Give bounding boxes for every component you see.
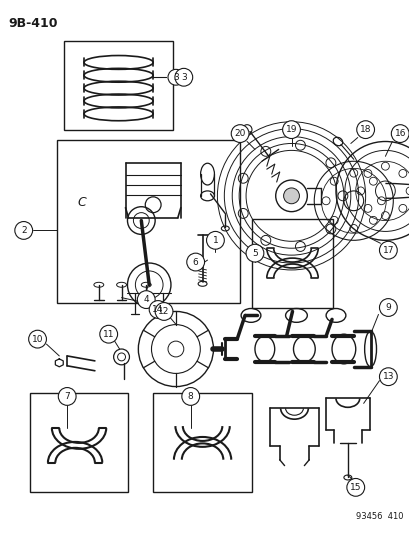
Circle shape: [390, 125, 408, 142]
Circle shape: [282, 121, 300, 139]
Circle shape: [174, 68, 192, 86]
Text: 3: 3: [180, 73, 186, 82]
Text: 14: 14: [152, 305, 164, 314]
Circle shape: [15, 222, 33, 239]
Circle shape: [379, 368, 396, 385]
Text: 2: 2: [21, 226, 26, 235]
Circle shape: [379, 241, 396, 259]
Text: 9: 9: [385, 303, 390, 312]
Text: 11: 11: [103, 330, 114, 338]
Circle shape: [283, 188, 299, 204]
Text: 93456  410: 93456 410: [355, 512, 402, 521]
Circle shape: [58, 387, 76, 405]
Text: 12: 12: [158, 307, 169, 316]
Text: 17: 17: [382, 246, 393, 255]
Circle shape: [28, 330, 46, 348]
Circle shape: [137, 290, 155, 309]
Text: 18: 18: [359, 125, 370, 134]
Circle shape: [231, 125, 249, 142]
Text: 5: 5: [252, 249, 257, 257]
Circle shape: [346, 479, 364, 496]
Text: 1: 1: [212, 236, 218, 245]
Text: 4: 4: [143, 295, 149, 304]
Circle shape: [155, 303, 173, 320]
Text: 16: 16: [394, 129, 405, 138]
Circle shape: [245, 244, 263, 262]
Text: 6: 6: [192, 257, 198, 266]
Circle shape: [379, 298, 396, 317]
Circle shape: [181, 387, 199, 405]
Text: 13: 13: [382, 372, 393, 381]
Text: 19: 19: [285, 125, 297, 134]
Circle shape: [168, 69, 183, 85]
Circle shape: [206, 231, 224, 249]
Text: 7: 7: [64, 392, 70, 401]
Circle shape: [186, 253, 204, 271]
Text: 15: 15: [349, 483, 361, 492]
Text: 20: 20: [234, 129, 245, 138]
Circle shape: [356, 121, 374, 139]
Text: 10: 10: [32, 335, 43, 344]
Text: 9B-410: 9B-410: [8, 17, 57, 30]
Text: C: C: [77, 196, 85, 209]
Circle shape: [100, 325, 117, 343]
Text: 3: 3: [173, 73, 178, 82]
Circle shape: [149, 301, 166, 318]
Text: 8: 8: [188, 392, 193, 401]
